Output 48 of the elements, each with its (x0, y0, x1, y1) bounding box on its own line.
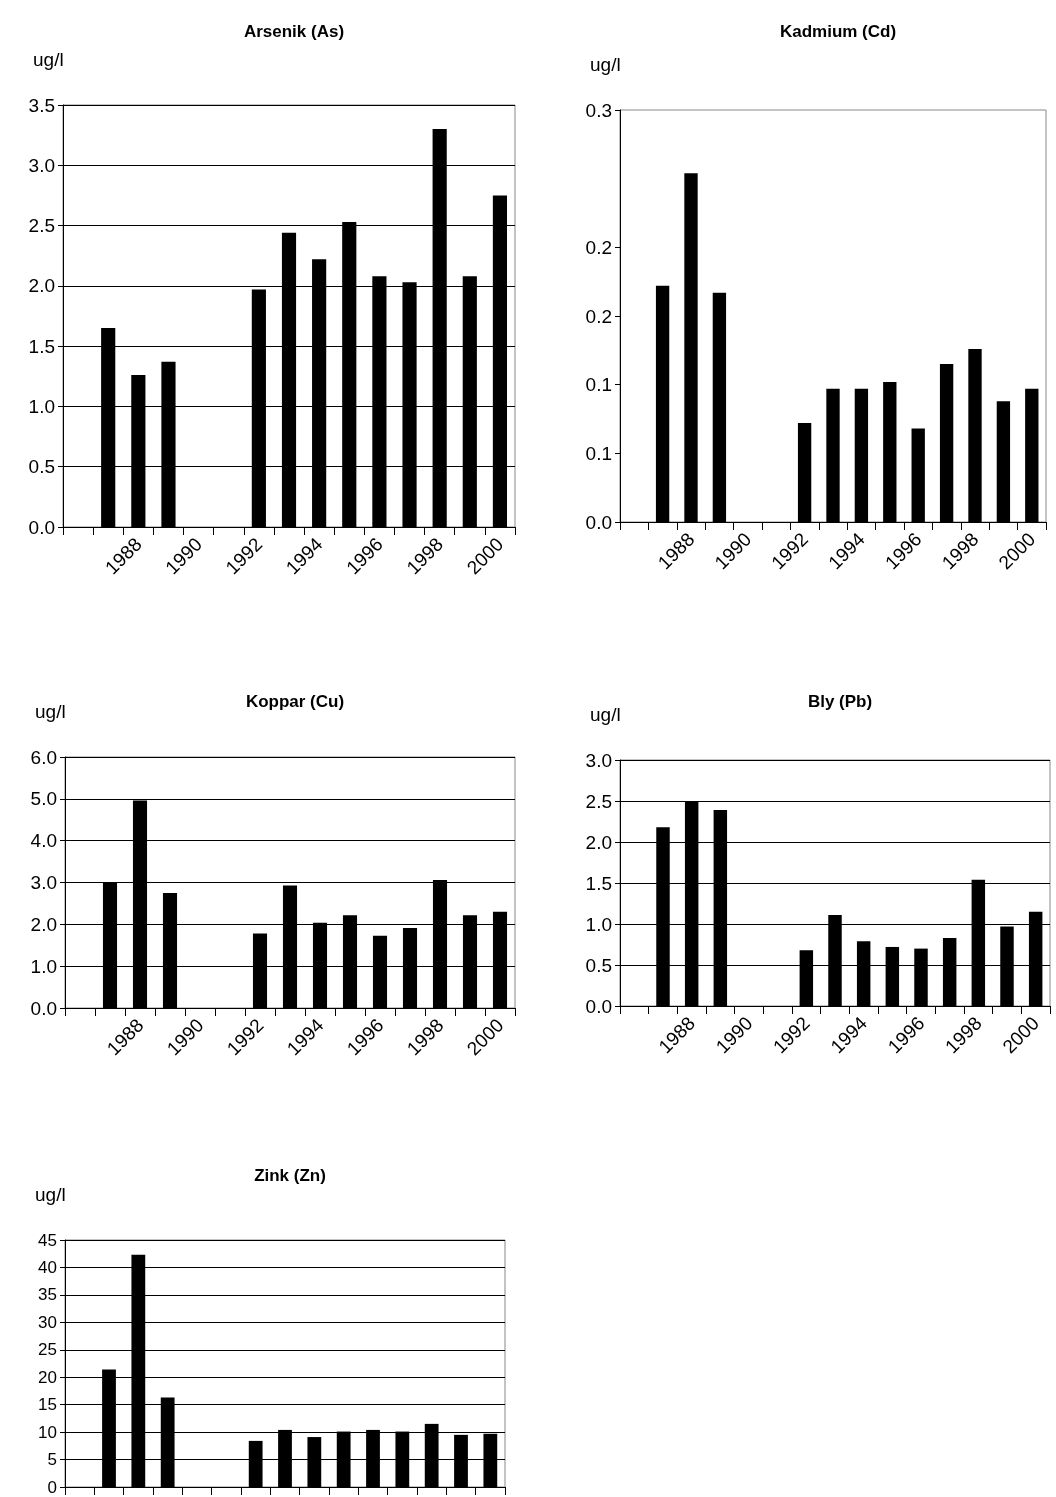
chart-title: Arsenik (As) (243, 22, 345, 41)
y-tick-label: 15 (38, 1395, 57, 1415)
y-axis-title: ug/l (35, 1184, 66, 1205)
y-tick-label: 0.1 (585, 374, 612, 396)
y-tick-label: 35 (38, 1285, 57, 1305)
y-tick-label: 1.0 (30, 955, 57, 977)
y-tick-label: 5 (47, 1450, 57, 1470)
y-tick-label: 4.0 (30, 830, 57, 852)
y-tick-label: 3.0 (30, 872, 57, 893)
y-tick-label: 30 (38, 1312, 57, 1332)
y-tick-label: 3.5 (28, 94, 55, 116)
y-tick-label: 0.3 (585, 99, 612, 121)
y-axis-title: ug/l (590, 704, 621, 725)
y-tick-label: 2.0 (30, 913, 57, 935)
y-tick-label: 6.0 (30, 746, 57, 768)
y-tick-label: 0.5 (585, 954, 612, 976)
y-tick-label: 1.0 (28, 395, 55, 417)
y-tick-label: 3.0 (585, 749, 612, 771)
y-tick-label: 0.1 (585, 442, 612, 464)
chart-title: Zink (Zn) (254, 1166, 326, 1185)
chart-title: Kadmium (Cd) (779, 22, 897, 41)
y-tick-label: 10 (38, 1422, 57, 1442)
y-axis-title: ug/l (35, 701, 66, 722)
y-tick-label: 0.2 (585, 305, 612, 327)
y-axis-title: ug/l (590, 54, 621, 75)
y-tick-label: 0.0 (585, 511, 612, 533)
y-tick-label: 0 (47, 1477, 57, 1497)
y-tick-label: 0.0 (585, 995, 612, 1017)
y-tick-label: 25 (38, 1340, 57, 1360)
y-tick-label: 0.2 (585, 236, 612, 258)
y-tick-label: 45 (38, 1230, 57, 1250)
chart-title: Bly (Pb) (807, 692, 873, 711)
chart-title: Koppar (Cu) (245, 692, 345, 711)
y-axis-title: ug/l (33, 49, 64, 70)
y-tick-label: 2.0 (585, 831, 612, 853)
y-tick-label: 0.5 (28, 456, 55, 478)
y-tick-label: 1.5 (28, 335, 55, 357)
y-tick-label: 0.0 (28, 516, 55, 538)
y-tick-label: 5.0 (30, 788, 57, 810)
y-tick-label: 2.5 (28, 215, 55, 237)
y-tick-label: 40 (38, 1257, 57, 1277)
y-tick-label: 3.0 (28, 154, 55, 176)
y-tick-label: 1.5 (585, 872, 612, 894)
y-tick-label: 0.0 (30, 997, 57, 1019)
y-tick-label: 1.0 (585, 913, 612, 935)
y-tick-label: 20 (38, 1367, 57, 1387)
y-tick-label: 2.0 (28, 275, 55, 297)
y-tick-label: 2.5 (585, 790, 612, 812)
